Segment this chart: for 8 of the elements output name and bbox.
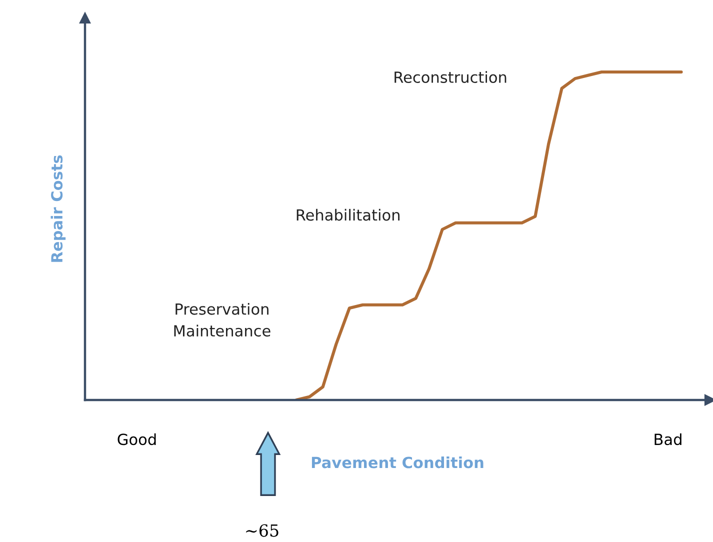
y-axis-title: Repair Costs: [50, 155, 66, 262]
annotation: Reconstruction: [394, 71, 506, 83]
x-axis-title: Pavement Condition: [312, 456, 484, 468]
x-tick-label: Good: [118, 433, 156, 446]
annotation: Preservation Maintenance: [174, 303, 270, 337]
annotation: Rehabilitation: [296, 208, 400, 221]
text: ~65: [246, 524, 278, 537]
x-tick-label: Bad: [654, 433, 682, 446]
